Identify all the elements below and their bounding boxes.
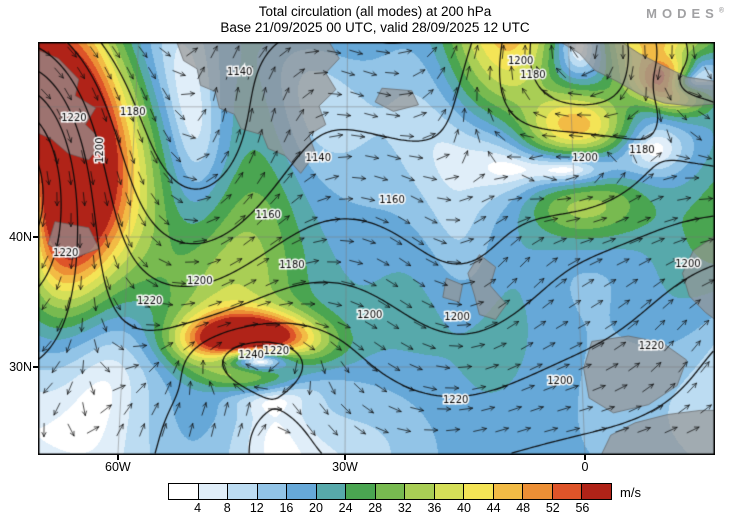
colorbar-cell-12 [523,484,553,499]
colorbar-cell-10 [464,484,494,499]
colorbar-label-56: 56 [575,501,590,515]
chart-subtitle: Base 21/09/2025 00 UTC, valid 28/09/2025… [220,20,530,35]
y-axis-label-40N: 40N [9,230,32,245]
colorbar-label-16: 16 [279,501,294,515]
colorbar-label-12: 12 [249,501,264,515]
colorbar-unit: m/s [620,485,641,500]
colorbar-label-8: 8 [223,501,231,515]
colorbar-label-24: 24 [338,501,353,515]
colorbar-label-28: 28 [368,501,383,515]
colorbar-label-36: 36 [427,501,442,515]
colorbar-cell-0 [169,484,199,499]
colorbar-label-40: 40 [457,501,471,515]
map-canvas [38,42,715,455]
y-axis-label-30N: 30N [9,359,32,374]
colorbar [168,483,612,500]
colorbar-cell-4 [287,484,317,499]
colorbar-cell-2 [228,484,258,499]
modes-logo: MODES® [646,6,724,21]
colorbar-cell-3 [257,484,288,499]
colorbar-cell-6 [346,484,376,499]
x-axis-tick [584,455,586,460]
colorbar-label-20: 20 [309,501,323,515]
y-axis-tick [33,366,38,368]
colorbar-cell-8 [405,484,435,499]
colorbar-cell-13 [552,484,583,499]
colorbar-cell-5 [316,484,347,499]
x-axis-label-0: 0 [581,460,589,474]
map-frame [38,42,715,455]
y-axis-tick [33,236,38,238]
registered-mark-icon: ® [718,7,724,15]
colorbar-cell-1 [198,484,229,499]
x-axis-label-60W: 60W [105,460,131,474]
colorbar-cell-14 [582,484,611,499]
colorbar-label-52: 52 [545,501,560,515]
x-axis-label-30W: 30W [332,460,358,474]
colorbar-label-32: 32 [397,501,412,515]
colorbar-label-44: 44 [486,501,501,515]
colorbar-label-4: 4 [194,501,202,515]
colorbar-label-48: 48 [516,501,531,515]
colorbar-cell-11 [493,484,524,499]
modes-logo-text: MODES [646,6,719,21]
colorbar-cell-9 [434,484,465,499]
chart-title: Total circulation (all modes) at 200 hPa [258,4,492,19]
x-axis-tick [344,455,346,460]
colorbar-cell-7 [375,484,406,499]
x-axis-tick [117,455,119,460]
